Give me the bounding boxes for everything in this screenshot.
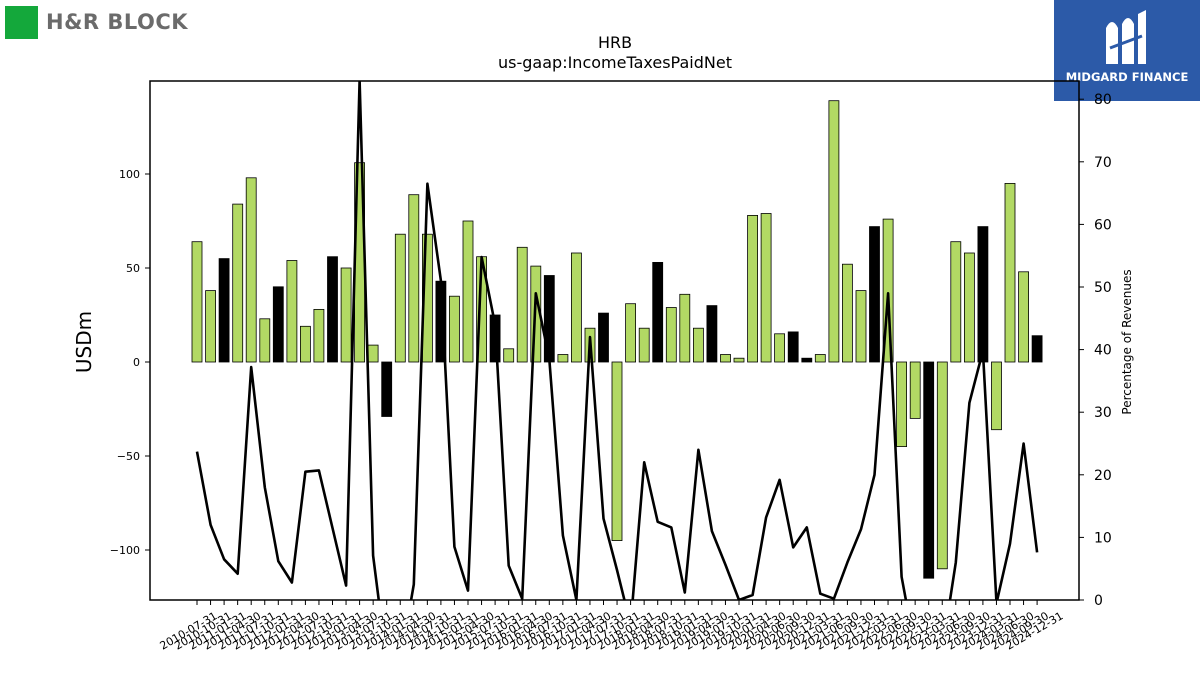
bar — [299, 325, 311, 363]
bar — [462, 220, 474, 363]
bar — [1004, 182, 1016, 363]
bar — [232, 203, 244, 363]
bars-layer — [191, 100, 1043, 579]
chart-subtitle: us-gaap:IncomeTaxesPaidNet — [498, 53, 732, 72]
y2-tick-label: 20 — [1094, 468, 1112, 484]
bar — [964, 252, 975, 363]
bar — [665, 307, 677, 363]
bar — [855, 290, 867, 363]
percentage-line — [195, 81, 1039, 600]
bar — [774, 333, 785, 363]
bar — [706, 305, 718, 363]
midgard-emblem-icon — [1106, 10, 1146, 64]
bar — [923, 361, 935, 579]
bar — [977, 226, 989, 363]
midgard-logo-text: MIDGARD FINANCE — [1065, 70, 1189, 84]
bar — [625, 303, 636, 363]
bar — [516, 246, 528, 363]
bar — [679, 293, 691, 363]
midgard-finance-logo: MIDGARD FINANCE — [1054, 0, 1200, 101]
bar — [909, 361, 921, 419]
bar — [381, 361, 393, 417]
bar — [747, 214, 758, 363]
bar — [842, 263, 853, 363]
y-tick-label: −50 — [117, 450, 140, 463]
bar — [313, 308, 325, 363]
bar — [638, 327, 650, 363]
y2-tick-label: 80 — [1094, 92, 1112, 108]
bar — [259, 318, 271, 363]
bar — [720, 354, 731, 363]
y2-tick-label: 40 — [1094, 343, 1112, 359]
hrb-logo-text: H&R BLOCK — [46, 10, 189, 34]
bar — [340, 267, 352, 363]
bar — [814, 354, 826, 363]
bar — [557, 354, 569, 363]
hrb-logo: H&R BLOCK — [5, 5, 188, 39]
y2-tick-label: 0 — [1094, 593, 1103, 609]
x-axis: 2010-07-312010-10-312011-01-312011-04-30… — [158, 600, 1066, 653]
y2-tick-label: 60 — [1094, 217, 1112, 233]
bar — [598, 312, 609, 363]
plot-frame — [149, 80, 1080, 601]
bar — [693, 327, 704, 363]
y-axis-label: USDm — [72, 311, 96, 373]
y-tick-label: 100 — [119, 168, 140, 181]
bar — [828, 100, 840, 363]
y2-axis-label: Percentage of Revenues — [1120, 269, 1134, 414]
bar — [760, 213, 772, 363]
bar — [869, 226, 880, 363]
bar — [327, 256, 338, 363]
bar — [272, 286, 284, 363]
bar — [936, 361, 948, 570]
bar — [652, 261, 664, 363]
bar — [191, 241, 203, 363]
bar — [408, 194, 420, 363]
chart-title: HRB — [598, 33, 632, 52]
bar — [245, 177, 257, 363]
bar — [950, 241, 962, 363]
bar — [1031, 335, 1043, 363]
y2-tick-label: 30 — [1094, 405, 1112, 421]
bar — [611, 361, 623, 542]
bar — [205, 290, 217, 363]
bar — [882, 218, 894, 363]
bar — [503, 348, 515, 363]
bar — [218, 258, 230, 363]
y2-tick-label: 50 — [1094, 280, 1112, 296]
bar — [367, 344, 379, 363]
bar — [394, 233, 406, 363]
bar — [543, 275, 555, 363]
hrb-logo-square-icon — [5, 5, 38, 39]
bar — [448, 295, 460, 363]
bar — [1018, 271, 1029, 363]
y-axis-left: −100 −50 0 50 100 — [110, 168, 150, 557]
y-tick-label: 0 — [133, 356, 140, 369]
y-axis-right: 0 10 20 30 40 50 60 70 80 — [1079, 92, 1112, 609]
y2-tick-label: 70 — [1094, 155, 1112, 171]
bar — [571, 252, 582, 363]
bar — [801, 357, 813, 363]
bar — [787, 331, 799, 363]
y-tick-label: 50 — [126, 262, 140, 275]
line-layer — [195, 81, 1039, 600]
bar — [733, 357, 745, 363]
bar — [991, 361, 1002, 431]
y-tick-label: −100 — [110, 544, 140, 557]
y2-tick-label: 10 — [1094, 530, 1112, 546]
bar — [896, 361, 907, 447]
bar — [286, 260, 298, 363]
